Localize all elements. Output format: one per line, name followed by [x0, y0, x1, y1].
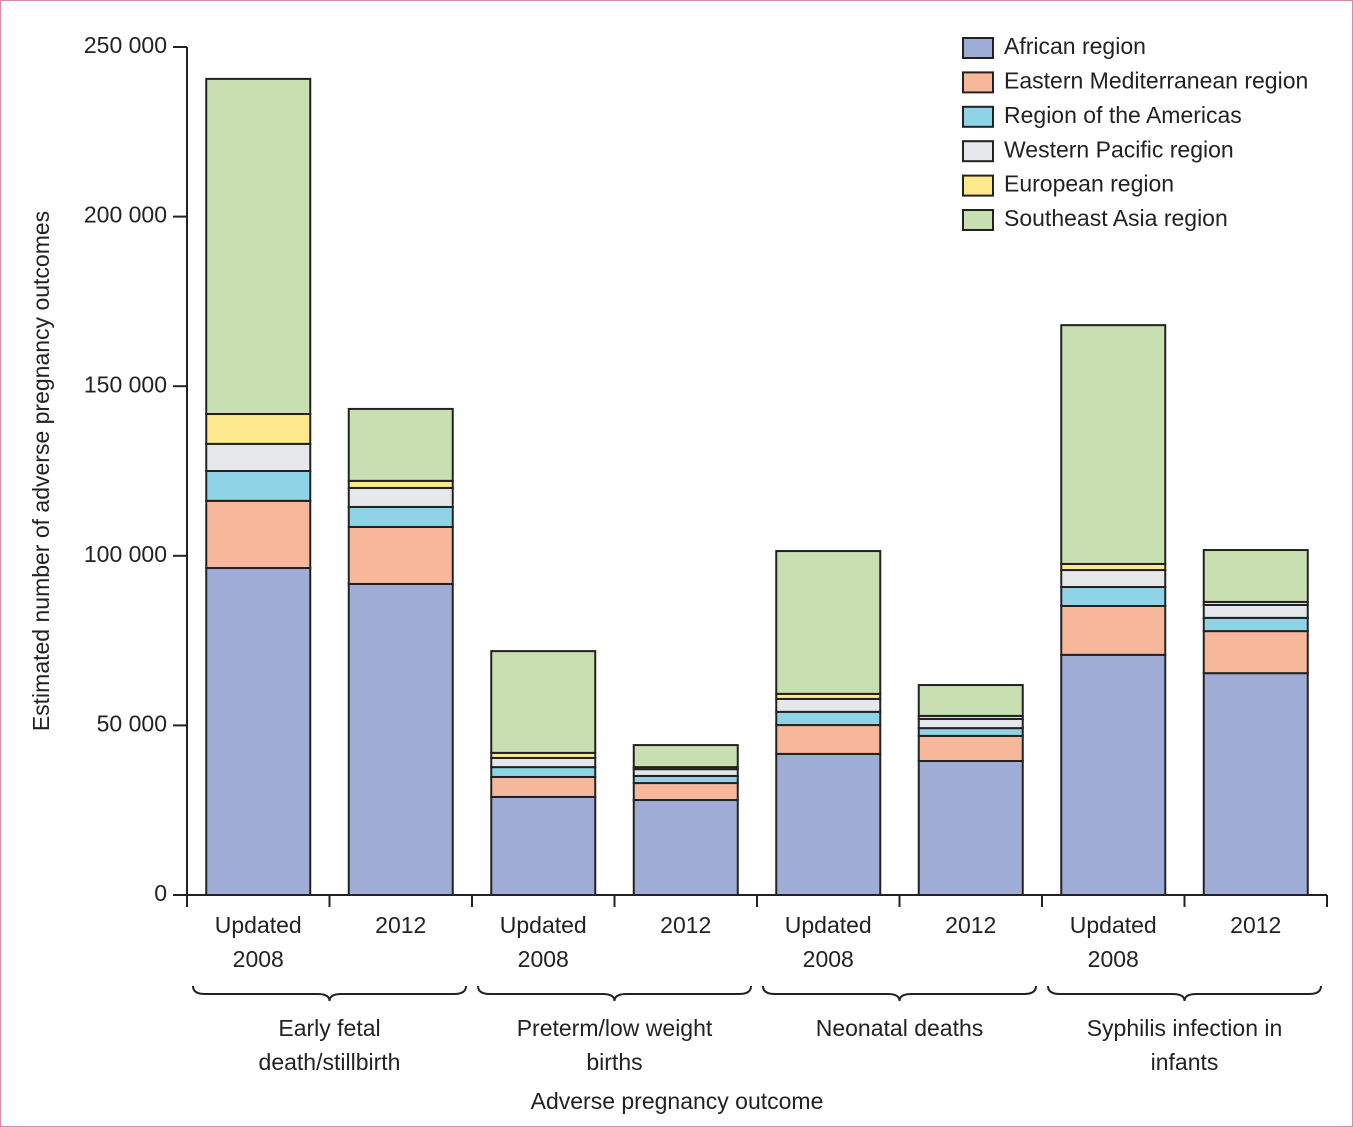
y-tick-label: 100 000	[84, 541, 167, 567]
y-tick-label: 50 000	[97, 710, 167, 736]
legend-label: Southeast Asia region	[1004, 205, 1228, 231]
group-brace	[192, 985, 467, 1002]
legend-label: Western Pacific region	[1004, 136, 1234, 162]
bar-segment	[347, 407, 454, 482]
legend-swatch	[962, 140, 994, 163]
bar-segment	[205, 413, 312, 445]
bar-segment	[205, 442, 312, 473]
bar-segment	[917, 760, 1024, 896]
bar-segment	[1202, 549, 1309, 603]
x-tick-label: Updated 2008	[1069, 912, 1157, 972]
bar-segment	[917, 734, 1024, 763]
bar-segment	[775, 752, 882, 897]
group-label: Preterm/low weight births	[516, 1015, 713, 1075]
x-tick-label: Updated 2008	[214, 912, 302, 972]
group-brace	[1047, 985, 1322, 1002]
legend-label: Eastern Mediterranean region	[1004, 67, 1308, 93]
bar-segment	[1202, 630, 1309, 675]
bar-segment	[775, 724, 882, 755]
bar-segment	[347, 479, 454, 489]
group-brace	[762, 985, 1037, 1002]
legend-label: African region	[1004, 33, 1146, 59]
y-tick-label: 200 000	[84, 202, 167, 228]
bar-segment	[347, 486, 454, 508]
y-tick-label: 0	[154, 880, 167, 906]
bar-segment	[917, 684, 1024, 717]
legend-swatch	[962, 209, 994, 231]
bar-segment	[632, 768, 739, 777]
bar-segment	[205, 567, 312, 896]
group-label: Syphilis infection in infants	[1086, 1015, 1283, 1075]
bar-segment	[632, 799, 739, 896]
y-axis-title: Estimated number of adverse pregnancy ou…	[28, 211, 54, 731]
bar-segment	[1060, 569, 1167, 589]
x-tick-label: 2012	[660, 912, 712, 938]
bar-segment	[775, 550, 882, 695]
bar-segment	[1060, 324, 1167, 565]
legend-swatch	[962, 71, 994, 94]
x-tick-label: 2012	[945, 912, 997, 938]
bar-segment	[347, 582, 454, 896]
bar-segment	[632, 782, 739, 802]
y-tick-label: 250 000	[84, 32, 167, 58]
x-tick-label: 2012	[375, 912, 427, 938]
legend-swatch	[962, 37, 994, 59]
x-tick-label: 2012	[1230, 912, 1282, 938]
y-tick-label: 150 000	[84, 371, 167, 397]
x-tick-label: Updated 2008	[784, 912, 872, 972]
bar-segment	[490, 766, 597, 778]
group-label: Early fetal death/stillbirth	[258, 1015, 401, 1075]
legend-label: European region	[1004, 171, 1174, 197]
legend-label: Region of the Americas	[1004, 102, 1242, 128]
bar-segment	[1060, 586, 1167, 608]
bar-segment	[490, 775, 597, 798]
group-brace	[477, 985, 752, 1002]
legend-swatch	[962, 174, 994, 197]
bar-segment	[205, 499, 312, 570]
x-tick-label: Updated 2008	[499, 912, 587, 972]
bar-segment	[490, 650, 597, 754]
legend-swatch	[962, 105, 994, 128]
bar-segment	[205, 470, 312, 502]
bar-segment	[1202, 672, 1309, 897]
bar-segment	[1060, 605, 1167, 656]
bar-segment	[1202, 603, 1309, 619]
bar-segment	[347, 525, 454, 585]
bar-segment	[632, 774, 739, 785]
bar-segment	[490, 756, 597, 769]
bar-segment	[1060, 653, 1167, 896]
bar-segment	[1202, 616, 1309, 633]
bar-segment	[490, 795, 597, 896]
bar-segment	[917, 727, 1024, 737]
group-label: Neonatal deaths	[815, 1015, 984, 1041]
bar-segment	[775, 710, 882, 727]
bar-segment	[775, 697, 882, 713]
bar-segment	[917, 717, 1024, 730]
bar-segment	[347, 505, 454, 528]
bar-segment	[632, 744, 739, 769]
bar-segment	[205, 77, 312, 416]
x-axis-title: Adverse pregnancy outcome	[530, 1088, 824, 1114]
